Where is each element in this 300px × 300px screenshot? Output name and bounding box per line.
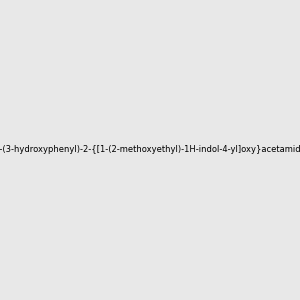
Text: N-(3-hydroxyphenyl)-2-{[1-(2-methoxyethyl)-1H-indol-4-yl]oxy}acetamide: N-(3-hydroxyphenyl)-2-{[1-(2-methoxyethy… bbox=[0, 146, 300, 154]
